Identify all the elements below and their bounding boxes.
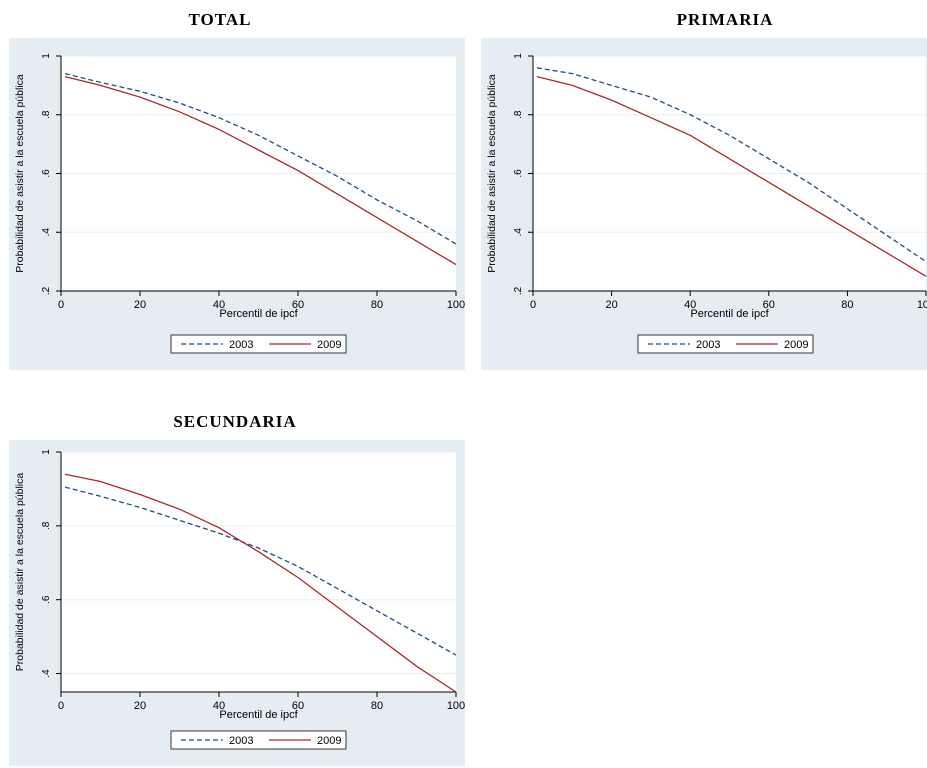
legend-label-2009: 2009 bbox=[317, 735, 341, 747]
y-axis-label: Probabilidad de asistir a la escuela púb… bbox=[14, 74, 26, 273]
x-tick-label: 80 bbox=[371, 700, 383, 712]
x-tick-label: 40 bbox=[213, 700, 225, 712]
y-tick-label: .8 bbox=[513, 110, 524, 119]
x-tick-label: 20 bbox=[605, 299, 617, 311]
y-tick-label: .8 bbox=[41, 110, 52, 119]
series-line-2009 bbox=[64, 473, 457, 693]
x-tick-label: 60 bbox=[292, 700, 304, 712]
y-tick-label: .6 bbox=[41, 169, 52, 178]
legend-label-2009: 2009 bbox=[784, 339, 808, 351]
chart-svg: .4 .6 .8 1 0 20 40 60 80 100 Percentil de ipcf Prob… bbox=[14, 449, 465, 750]
y-tick-label: .4 bbox=[41, 228, 52, 237]
chart-panel-total: .2 .4 .6 .8 1 0 20 40 60 80 100 Percentil de ipcf Pr… bbox=[9, 38, 465, 370]
legend-box bbox=[170, 730, 347, 750]
chart-panel-secundaria: .4 .6 .8 1 0 20 40 60 80 100 Percentil de ipcf Prob… bbox=[9, 440, 465, 766]
x-tick-label: 100 bbox=[447, 299, 465, 311]
x-tick-label: 60 bbox=[292, 299, 304, 311]
x-tick-label: 20 bbox=[134, 299, 146, 311]
y-tick-label: .4 bbox=[513, 228, 524, 237]
chart-title-total: TOTAL bbox=[120, 10, 320, 30]
x-tick-label: 0 bbox=[58, 700, 64, 712]
series-line-2003 bbox=[536, 67, 927, 263]
x-tick-label: 0 bbox=[530, 299, 536, 311]
chart-title-text: SECUNDARIA bbox=[173, 412, 297, 431]
x-axis-label: Percentil de ipcf bbox=[219, 709, 298, 721]
legend-label-2009: 2009 bbox=[317, 339, 341, 351]
series-line-2003 bbox=[64, 486, 457, 656]
y-tick-label: 1 bbox=[41, 449, 52, 455]
legend-label-2003: 2003 bbox=[229, 735, 253, 747]
y-tick-label: .6 bbox=[41, 595, 52, 604]
x-tick-label: 20 bbox=[134, 700, 146, 712]
x-tick-label: 60 bbox=[763, 299, 775, 311]
y-tick-label: 1 bbox=[41, 53, 52, 59]
chart-title-text: TOTAL bbox=[188, 10, 252, 29]
y-tick-label: .8 bbox=[41, 521, 52, 530]
plot-area bbox=[61, 452, 456, 692]
chart-title-text: PRIMARIA bbox=[676, 10, 774, 29]
y-tick-label: 1 bbox=[513, 53, 524, 59]
series-line-2009 bbox=[64, 75, 457, 266]
x-axis-label: Percentil de ipcf bbox=[690, 308, 769, 320]
legend-box bbox=[637, 334, 814, 354]
legend-label-2003: 2003 bbox=[229, 339, 253, 351]
chart-svg: .2 .4 .6 .8 1 0 20 40 60 80 100 Percentil de ipcf Pr… bbox=[486, 53, 927, 354]
y-tick-label: .6 bbox=[513, 169, 524, 178]
chart-panel-primaria: .2 .4 .6 .8 1 0 20 40 60 80 100 Percentil de ipcf Pr… bbox=[481, 38, 927, 370]
y-tick-label: .4 bbox=[41, 669, 52, 678]
y-tick-label: .2 bbox=[513, 286, 524, 295]
y-axis-label: Probabilidad de asistir a la escuela púb… bbox=[14, 473, 26, 672]
series-line-2009 bbox=[536, 75, 927, 277]
x-tick-label: 40 bbox=[213, 299, 225, 311]
x-tick-label: 40 bbox=[684, 299, 696, 311]
chart-title-primaria: PRIMARIA bbox=[605, 10, 845, 30]
legend-label-2003: 2003 bbox=[696, 339, 720, 351]
chart-title-secundaria: SECUNDARIA bbox=[120, 412, 350, 432]
y-tick-label: .2 bbox=[41, 286, 52, 295]
x-tick-label: 80 bbox=[371, 299, 383, 311]
x-tick-label: 100 bbox=[917, 299, 927, 311]
x-axis-label: Percentil de ipcf bbox=[219, 308, 298, 320]
y-axis-label: Probabilidad de asistir a la escuela púb… bbox=[486, 74, 498, 273]
chart-svg: .2 .4 .6 .8 1 0 20 40 60 80 100 Percentil de ipcf Pr… bbox=[14, 53, 465, 354]
x-tick-label: 80 bbox=[841, 299, 853, 311]
x-tick-label: 0 bbox=[58, 299, 64, 311]
series-line-2003 bbox=[64, 72, 457, 245]
x-tick-label: 100 bbox=[447, 700, 465, 712]
legend-box bbox=[170, 334, 347, 354]
